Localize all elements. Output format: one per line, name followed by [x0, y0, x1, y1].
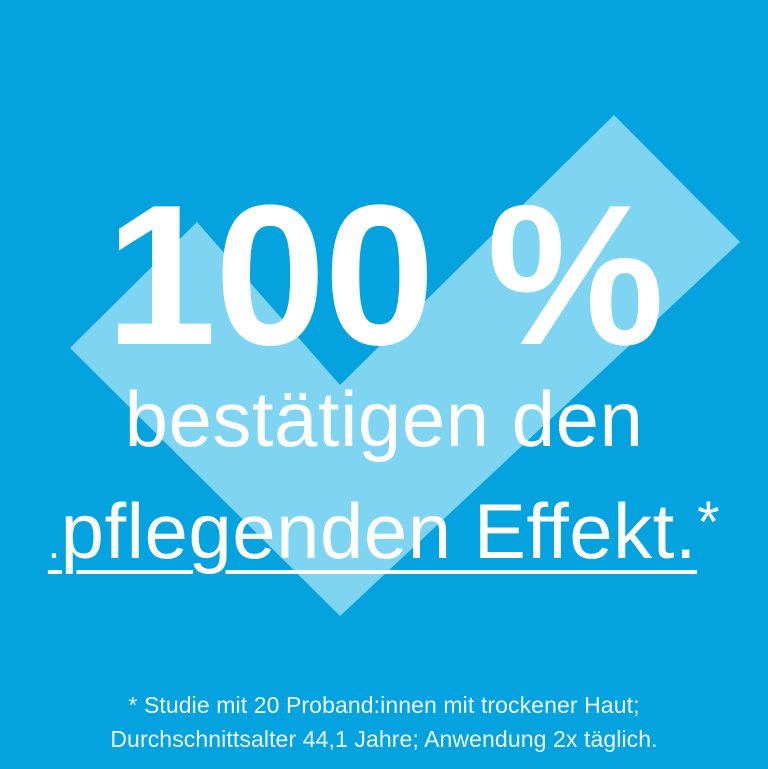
percentage-value: 100 %	[105, 164, 664, 387]
headline-line-three: .pflegenden Effekt.*	[0, 478, 768, 589]
footnote-asterisk-marker: *	[697, 490, 721, 555]
footnote-line-two: Durchschnittsalter 44,1 Jahre; Anwendung…	[110, 726, 658, 752]
leading-dot: .	[47, 519, 61, 568]
footnote-line-one: * Studie mit 20 Proband:innen mit trocke…	[128, 692, 640, 718]
headline-line-three-text: pflegenden Effekt.	[60, 487, 698, 575]
headline-line-two: bestätigen den	[124, 375, 644, 463]
footnote-block: * Studie mit 20 Proband:innen mit trocke…	[0, 688, 768, 756]
